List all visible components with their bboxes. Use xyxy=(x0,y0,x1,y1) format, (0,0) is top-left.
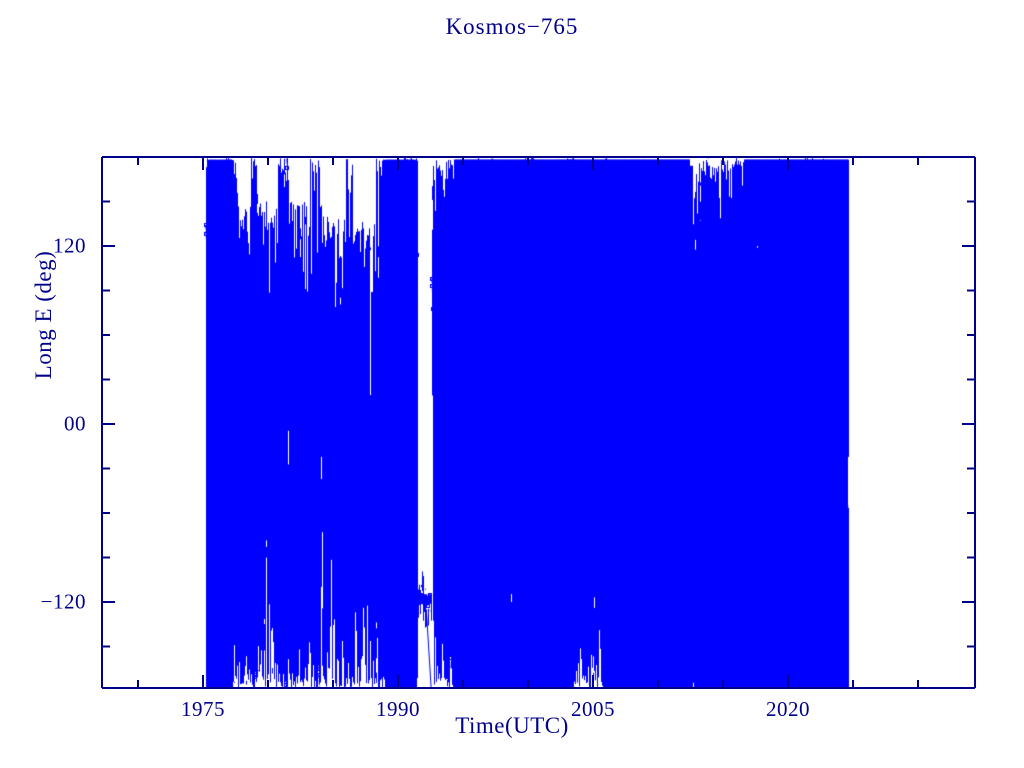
x-axis-title: Time(UTC) xyxy=(455,713,569,738)
y-tick-label: 120 xyxy=(53,233,86,258)
x-tick-label: 1975 xyxy=(181,697,225,721)
y-tick-label: −120 xyxy=(40,589,86,614)
page-title: Kosmos−765 xyxy=(445,14,579,39)
x-tick-label: 1990 xyxy=(376,697,420,721)
y-axis-title: Long E (deg) xyxy=(31,250,56,380)
chart-plot-area xyxy=(102,157,975,688)
x-tick-label: 2020 xyxy=(766,697,810,721)
y-tick-label: 00 xyxy=(64,411,86,436)
x-tick-label: 2005 xyxy=(571,697,615,721)
